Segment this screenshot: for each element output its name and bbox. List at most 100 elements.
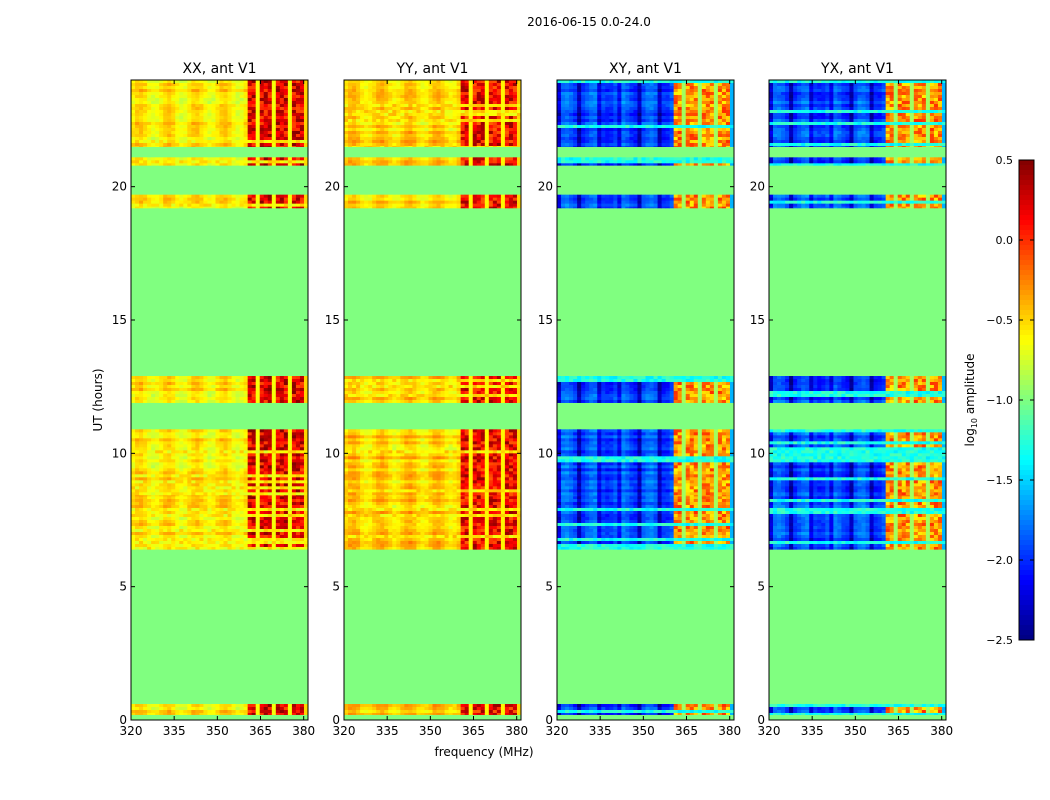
data-cell [251, 107, 257, 111]
data-cell [147, 462, 152, 466]
data-cell [227, 704, 232, 708]
data-cell [231, 146, 236, 147]
data-cell [131, 382, 136, 386]
data-cell [171, 122, 176, 126]
data-cell [295, 157, 301, 161]
data-cell [303, 119, 309, 123]
data-cell [432, 499, 437, 503]
data-cell [500, 496, 506, 500]
data-cell [356, 432, 361, 436]
data-cell [263, 125, 269, 129]
data-cell [135, 502, 140, 506]
data-cell [195, 486, 200, 490]
data-cell [404, 541, 409, 545]
data-cell [219, 131, 224, 135]
data-cell [299, 134, 305, 138]
data-cell [372, 435, 377, 439]
data-cell [163, 441, 168, 445]
data-cell [135, 465, 140, 469]
data-cell [187, 119, 192, 123]
data-cell [191, 101, 196, 105]
data-cell [488, 499, 494, 503]
data-cell [287, 394, 293, 398]
data-cell [235, 101, 241, 105]
data-cell [392, 435, 397, 439]
data-cell [159, 517, 164, 521]
data-cell [183, 541, 188, 545]
data-cell [155, 107, 160, 111]
data-cell [424, 523, 429, 527]
data-cell [436, 523, 441, 527]
data-cell [348, 538, 353, 542]
data-cell [275, 376, 281, 380]
data-cell [396, 541, 401, 545]
data-cell [239, 441, 245, 445]
data-cell [372, 438, 377, 442]
data-cell [512, 505, 518, 509]
data-cell [179, 538, 184, 542]
data-cell [287, 86, 293, 90]
data-cell [151, 486, 156, 490]
data-cell [279, 444, 285, 448]
data-cell [303, 496, 309, 500]
data-cell [139, 125, 144, 129]
data-cell [251, 441, 257, 445]
data-cell [255, 98, 261, 102]
data-cell [376, 713, 381, 715]
data-cell [207, 146, 212, 147]
data-cell [171, 459, 176, 463]
data-cell [207, 508, 212, 512]
data-cell [275, 137, 281, 141]
data-cell [143, 432, 148, 436]
data-cell [303, 128, 309, 132]
data-cell [287, 541, 293, 545]
data-cell [287, 131, 293, 135]
data-block [344, 429, 522, 497]
data-cell [291, 541, 297, 545]
data-cell [283, 128, 289, 132]
data-cell [207, 429, 212, 433]
data-cell [492, 523, 498, 527]
data-cell [508, 538, 514, 542]
data-cell [396, 520, 401, 524]
data-cell [215, 397, 220, 401]
data-cell [295, 104, 301, 108]
data-cell [151, 713, 156, 715]
data-cell [215, 704, 220, 708]
data-cell [299, 707, 305, 711]
data-cell [187, 492, 192, 496]
data-cell [508, 544, 514, 548]
data-cell [227, 468, 232, 472]
data-cell [263, 163, 269, 166]
data-cell [171, 456, 176, 460]
data-cell [139, 107, 144, 111]
data-cell [223, 710, 228, 714]
data-cell [396, 517, 401, 521]
data-cell [267, 400, 273, 403]
data-cell [291, 465, 297, 469]
data-cell [267, 435, 273, 439]
data-cell [247, 468, 253, 472]
data-cell [432, 523, 437, 527]
data-cell [287, 483, 293, 487]
data-cell [191, 116, 196, 120]
data-cell [151, 505, 156, 509]
data-cell [416, 441, 421, 445]
data-cell [183, 544, 188, 548]
data-cell [235, 131, 241, 135]
data-cell [480, 538, 486, 542]
data-cell [215, 505, 220, 509]
data-cell [239, 450, 245, 454]
data-cell [259, 125, 265, 129]
data-cell [175, 523, 180, 527]
data-cell [135, 107, 140, 111]
data-cell [223, 376, 228, 380]
data-cell [159, 89, 164, 93]
data-cell [219, 160, 224, 164]
data-cell [147, 529, 152, 533]
data-cell [191, 394, 196, 398]
data-cell [219, 429, 224, 433]
data-cell [251, 456, 257, 460]
data-cell [223, 495, 228, 497]
data-cell [400, 704, 405, 708]
